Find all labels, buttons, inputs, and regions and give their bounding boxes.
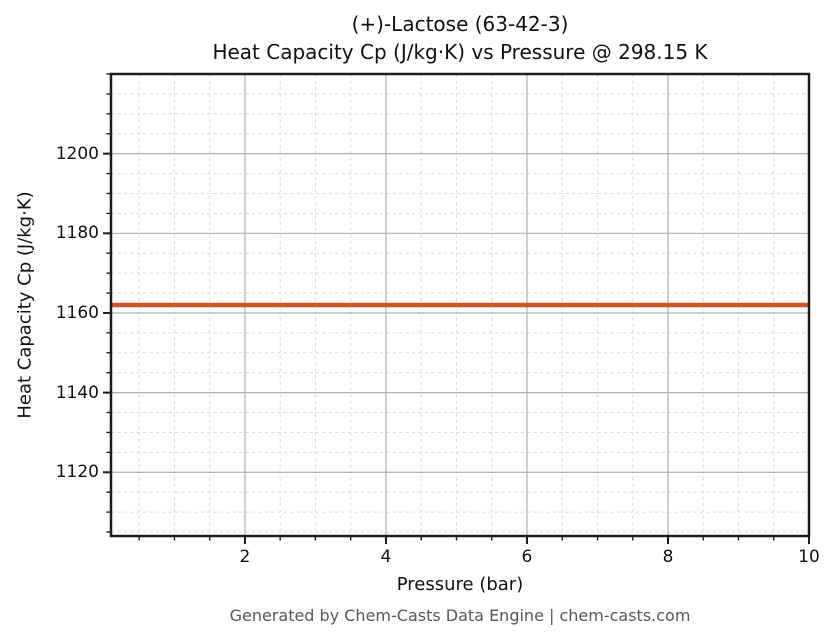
y-tick-label: 1140 <box>55 382 99 403</box>
y-tick-label: 1180 <box>55 223 99 244</box>
x-tick-label: 4 <box>380 547 392 567</box>
y-tick-label: 1120 <box>55 462 99 483</box>
plot-spines <box>109 72 811 538</box>
chart-title: (+)-Lactose (63-42-3) <box>351 12 569 36</box>
x-tick-label: 2 <box>239 547 251 567</box>
x-axis-label: Pressure (bar) <box>396 574 524 595</box>
y-tick-label: 1160 <box>55 302 99 323</box>
x-tick-label: 8 <box>662 547 674 567</box>
chart-subtitle: Heat Capacity Cp (J/kg·K) vs Pressure @ … <box>212 40 708 64</box>
title-block: (+)-Lactose (63-42-3) Heat Capacity Cp (… <box>110 10 810 66</box>
footer-credit: Generated by Chem-Casts Data Engine | ch… <box>229 606 691 625</box>
x-tick-label: 6 <box>521 547 533 567</box>
x-tick-label: 10 <box>798 547 820 567</box>
y-tick-label: 1200 <box>55 143 99 164</box>
